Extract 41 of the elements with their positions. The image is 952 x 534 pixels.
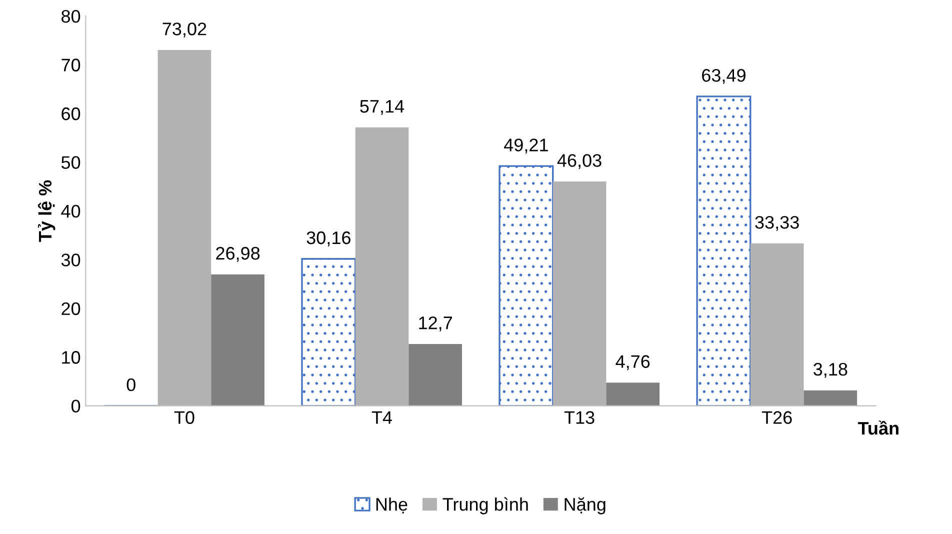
x-tick-label: T0 [174, 411, 194, 424]
bar [750, 243, 804, 406]
data-label: 26,98 [216, 246, 260, 262]
y-tick-label: 70 [62, 58, 80, 72]
data-label: 4,76 [616, 355, 650, 370]
bar [498, 165, 554, 406]
y-tick-label: 60 [62, 107, 80, 120]
bar [355, 127, 409, 406]
y-tick-label: 20 [62, 302, 80, 316]
bar [804, 390, 858, 406]
data-label: 0 [126, 378, 136, 392]
data-label: 33,33 [755, 216, 799, 231]
y-tick-label: 40 [61, 204, 80, 218]
bar [408, 344, 462, 406]
bar [301, 258, 356, 406]
data-label: 73,02 [162, 22, 206, 38]
data-label: 46,03 [557, 154, 602, 169]
y-axis-title: Tỷ lệ % [38, 180, 56, 242]
data-label: 63,49 [702, 69, 746, 84]
data-label: 3,18 [814, 362, 848, 378]
data-label: 57,14 [360, 100, 404, 115]
bar [552, 182, 606, 406]
bar [696, 96, 752, 406]
bar [606, 382, 660, 406]
x-tick-label: T13 [564, 411, 594, 424]
y-tick-label: 10 [62, 351, 80, 364]
data-label: 49,21 [504, 138, 548, 154]
y-tick-label: 80 [62, 10, 80, 23]
legend-label: Trung bình [442, 497, 528, 514]
data-label: 30,16 [306, 231, 350, 246]
bar [158, 50, 212, 406]
legend-label: Nặng [564, 497, 606, 514]
x-tick-label: T4 [372, 411, 392, 424]
legend-label: Nhẹ [376, 498, 408, 514]
x-tick-label: T26 [762, 411, 792, 424]
bar [211, 274, 264, 406]
x-axis-title: Tuần [858, 420, 898, 435]
y-tick-label: 30 [61, 254, 80, 266]
data-label: 12,7 [419, 316, 452, 332]
y-tick-label: 0 [71, 400, 80, 413]
y-tick-label: 50 [61, 156, 80, 169]
